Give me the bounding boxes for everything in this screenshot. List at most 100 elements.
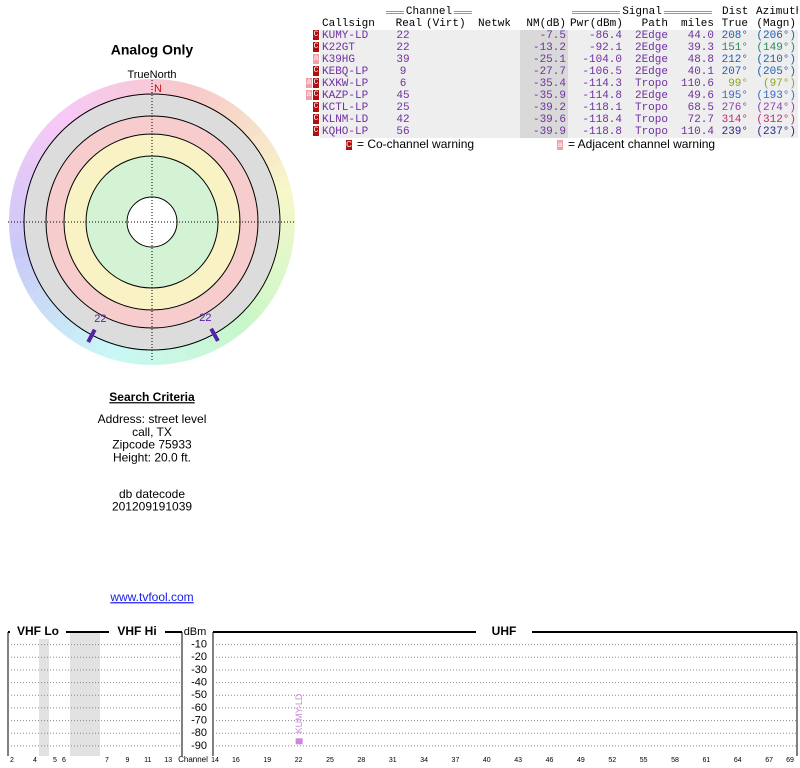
path-cell: 2Edge — [624, 42, 670, 54]
column-header: miles — [680, 18, 714, 30]
empty-cell — [424, 42, 476, 54]
callsign-cell: K22GT — [320, 42, 382, 54]
y-tick-label: -40 — [191, 677, 207, 689]
hue-ring — [271, 173, 291, 190]
site-link[interactable]: www.tvfool.com — [109, 590, 193, 604]
hue-ring — [205, 92, 224, 113]
true-cell: 239° — [716, 126, 750, 138]
label-bg — [10, 625, 66, 639]
nm-cell: -39.2 — [520, 102, 568, 114]
station-row: a C KXKW-LP 6 -35.4 -114.3 Tropo 110.6 99° (97°) — [306, 78, 798, 90]
empty-cell — [476, 42, 520, 54]
magn-cell: (274°) — [750, 102, 798, 114]
db-line: 201209191039 — [112, 500, 192, 514]
hue-ring — [274, 244, 293, 260]
true-cell: 208° — [716, 30, 750, 42]
nm-cell: -25.1 — [520, 54, 568, 66]
hue-ring — [9, 209, 26, 222]
y-axis-label: dBm — [184, 626, 207, 638]
hue-ring — [267, 161, 287, 179]
pwr-cell: -92.1 — [568, 42, 624, 54]
x-tick-label: 55 — [640, 757, 648, 764]
warning-badge: C — [313, 66, 319, 77]
empty-cell — [476, 102, 520, 114]
search-line: Height: 20.0 ft. — [113, 450, 191, 464]
empty-cell — [476, 66, 520, 78]
magn-cell: (193°) — [750, 90, 798, 102]
empty-cell — [424, 30, 476, 42]
hue-ring — [139, 348, 152, 365]
hue-ring — [13, 254, 33, 271]
callsign-cell: KCTL-LP — [320, 102, 382, 114]
y-tick-label: -60 — [191, 702, 207, 714]
band-label: VHF Lo — [17, 624, 59, 638]
station-mark — [209, 327, 220, 342]
station-row: a K39HG 39 -25.1 -104.0 2Edge 48.8 212° (210°) — [306, 54, 798, 66]
x-tick-label: 5 — [53, 757, 57, 764]
shade — [70, 632, 100, 756]
label-bg — [109, 625, 165, 639]
warning-badge: C — [313, 102, 319, 113]
hue-ring — [114, 344, 130, 363]
station-row: C KLNM-LD 42 -39.6 -118.4 Tropo 72.7 314° (312°) — [306, 114, 798, 126]
empty-cell — [476, 90, 520, 102]
station-row: C K22GT 22 -13.2 -92.1 2Edge 39.3 151° (149°) — [306, 42, 798, 54]
x-tick-label: 25 — [326, 757, 334, 764]
true-cell: 276° — [716, 102, 750, 114]
empty-cell — [424, 126, 476, 138]
pwr-cell: -114.3 — [568, 78, 624, 90]
legend-badge: C — [346, 139, 352, 150]
warning-cell: C — [306, 66, 320, 78]
legend-text: = Adjacent channel warning — [568, 137, 716, 151]
pwr-cell: -118.4 — [568, 114, 624, 126]
column-header: (Magn) — [756, 18, 796, 30]
hue-ring — [195, 87, 213, 108]
x-tick-label: 64 — [734, 757, 742, 764]
real-cell: 9 — [382, 66, 424, 78]
search-line: Zipcode 75933 — [112, 438, 192, 452]
station-row: C KEBQ-LP 9 -27.7 -106.5 2Edge 40.1 207° (205°) — [306, 66, 798, 78]
x-tick-label: 40 — [483, 757, 491, 764]
table: Channel Signal Dist Azimuth Callsign Real (Vir… — [306, 6, 798, 138]
magn-cell: (237°) — [750, 126, 798, 138]
legend-text: = Co-channel warning — [357, 137, 475, 151]
warning-cell: C — [306, 102, 320, 114]
search-line: Address: street level — [98, 412, 207, 426]
path-cell: 2Edge — [624, 66, 670, 78]
warning-cell: C — [306, 126, 320, 138]
header-cell — [306, 18, 320, 30]
real-cell: 22 — [382, 30, 424, 42]
magn-cell: (149°) — [750, 42, 798, 54]
group-header: Channel — [384, 6, 474, 18]
hue-ring — [139, 79, 153, 96]
label-bg — [476, 625, 532, 639]
x-tick-label: 4 — [33, 757, 37, 764]
path-cell: 2Edge — [624, 30, 670, 42]
miles-cell: 49.6 — [670, 90, 716, 102]
group-header-cell — [476, 6, 568, 18]
hue-ring — [278, 209, 295, 223]
x-tick-label: 61 — [702, 757, 710, 764]
hue-ring — [91, 336, 109, 357]
legend-badge: a — [557, 139, 563, 150]
column-header: Real — [395, 18, 422, 30]
hue-ring — [278, 222, 295, 235]
true-cell: 195° — [716, 90, 750, 102]
empty-cell — [424, 90, 476, 102]
warning-badge: a — [306, 90, 312, 101]
callsign-cell: KAZP-LP — [320, 90, 382, 102]
hue-ring — [17, 161, 38, 179]
y-tick-label: -70 — [191, 714, 207, 726]
hue-ring — [11, 184, 30, 200]
callsign-cell: KLNM-LD — [320, 114, 382, 126]
callsign-cell: KEBQ-LP — [320, 66, 382, 78]
true-cell: 314° — [716, 114, 750, 126]
plot-title: Analog Only — [111, 42, 194, 58]
hue-ring — [17, 265, 37, 283]
hue-ring — [174, 81, 190, 100]
north-label: TrueNorth — [127, 69, 176, 81]
empty-cell — [424, 54, 476, 66]
empty-cell — [424, 66, 476, 78]
